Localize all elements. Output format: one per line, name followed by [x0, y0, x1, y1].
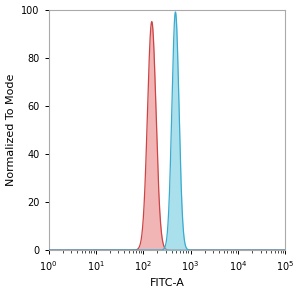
Y-axis label: Normalized To Mode: Normalized To Mode: [6, 74, 16, 186]
X-axis label: FITC-A: FITC-A: [149, 278, 184, 288]
